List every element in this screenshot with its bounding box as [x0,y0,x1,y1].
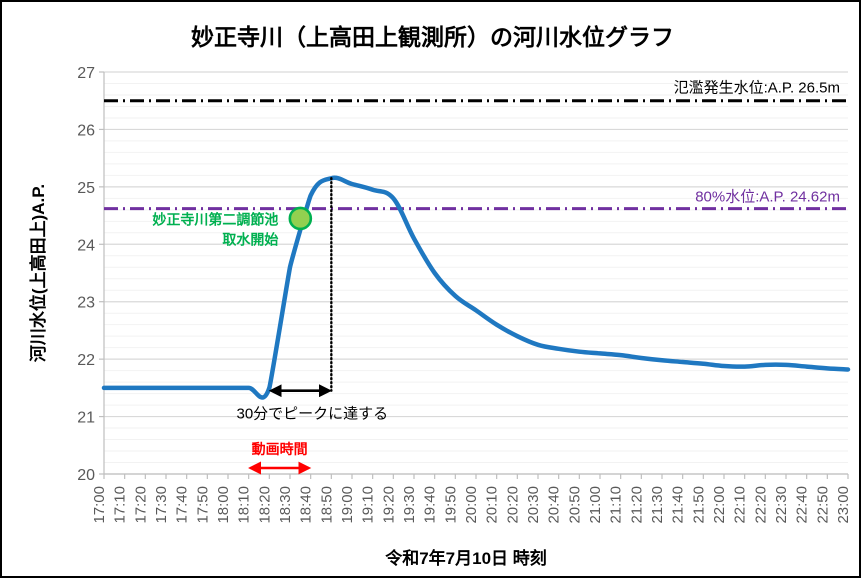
x-axis-tick-label: 17:30 [153,486,170,524]
x-axis-tick-label: 22:10 [732,486,749,524]
x-axis-tick-label: 20:30 [525,486,542,524]
x-axis-tick-label: 22:20 [752,486,769,524]
y-axis-tick-label: 21 [77,410,95,427]
x-axis-tick-label: 23:00 [835,486,852,524]
intake-start-label-line2: 取水開始 [222,231,278,247]
x-axis-tick-label: 19:30 [401,486,418,524]
x-axis-tick-label: 17:40 [174,486,191,524]
x-axis-tick-label: 21:20 [628,486,645,524]
plot-area-background [104,72,848,474]
y-axis-tick-label: 24 [77,237,95,254]
x-axis-tick-label: 18:50 [318,486,335,524]
y-axis-tick-label: 27 [77,65,95,82]
y-axis-tick-label: 22 [77,352,95,369]
intake-start-marker-icon [288,206,313,231]
x-axis-tick-label: 20:50 [566,486,583,524]
peak-time-label: 30分でピークに達する [236,406,388,423]
eighty-percent-level-label: 80%水位:A.P. 24.62m [695,189,840,206]
y-axis-tick-label: 25 [77,180,95,197]
y-axis-tick-label: 20 [77,467,95,484]
x-axis-tick-label: 18:30 [277,486,294,524]
x-axis-tick-label: 19:20 [380,486,397,524]
data-series-line [101,175,851,400]
x-axis-tick-label: 22:50 [814,486,831,524]
x-axis-tick-label: 17:10 [112,486,129,524]
x-axis-tick-label: 19:50 [442,486,459,524]
video-duration-label: 動画時間 [252,441,308,457]
x-axis-tick-label: 21:00 [587,486,604,524]
x-axis-tick-label: 21:30 [649,486,666,524]
x-axis-tick-label: 17:50 [194,486,211,524]
x-axis-tick-label: 17:00 [91,486,108,524]
intake-start-label-line1: 妙正寺川第二調節池 [152,211,278,227]
x-axis-tick-label: 19:00 [339,486,356,524]
x-axis-tick-label: 22:00 [711,486,728,524]
flood-level-label: 氾濫発生水位:A.P. 26.5m [674,80,840,97]
x-axis-tick-label: 18:00 [215,486,232,524]
x-axis-title: 令和7年7月10日 時刻 [385,548,547,568]
x-axis-tick-label: 19:40 [422,486,439,524]
page-title: 妙正寺川（上高田上観測所）の河川水位グラフ [191,24,674,50]
x-axis-tick-label: 20:40 [546,486,563,524]
x-axis-tick-label: 22:40 [794,486,811,524]
y-axis-tick-labels: 27 26 25 24 23 22 21 20 [77,65,104,484]
x-axis-tick-labels: 17:00 17:10 17:20 17:30 17:40 17:50 18:00 18:10… [91,474,852,524]
y-axis-tick-label: 23 [77,295,95,312]
x-axis-tick-label: 17:20 [132,486,149,524]
x-axis-tick-label: 18:40 [298,486,315,524]
minor-gridlines [104,82,848,464]
x-axis-tick-label: 19:10 [360,486,377,524]
x-axis-tick-label: 21:40 [670,486,687,524]
x-axis-tick-label: 18:20 [256,486,273,524]
x-axis-tick-label: 21:50 [690,486,707,524]
y-axis-title: 河川水位(上高田上)A.P. [28,184,48,362]
x-axis-tick-label: 18:10 [236,486,253,524]
y-axis-tick-label: 26 [77,122,95,139]
x-axis-tick-label: 22:30 [773,486,790,524]
x-axis-tick-label: 20:10 [484,486,501,524]
x-axis-tick-label: 20:20 [504,486,521,524]
x-axis-tick-label: 21:10 [608,486,625,524]
x-axis-tick-label: 20:00 [463,486,480,524]
